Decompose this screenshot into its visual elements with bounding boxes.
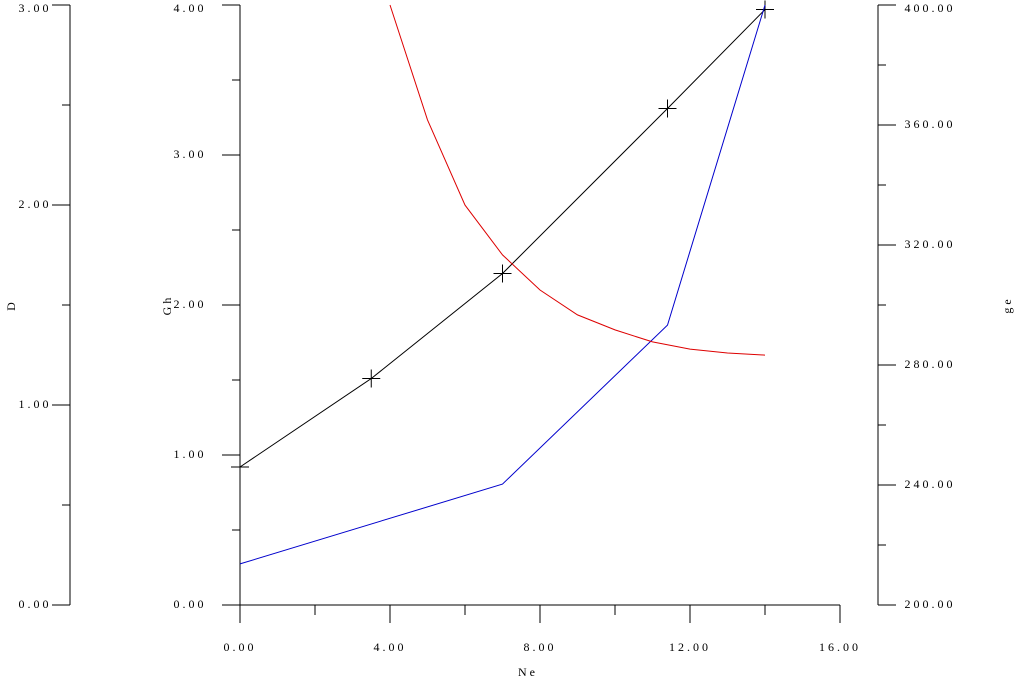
point-marker <box>493 264 512 283</box>
y3-tick-label: 3.00 <box>19 1 52 15</box>
x-tick-label: 4.00 <box>374 640 407 654</box>
series-line <box>389 4 766 356</box>
x-axis-label: Ne <box>518 665 538 679</box>
y3-tick-label: 0.00 <box>19 597 52 611</box>
x-tick-label: 12.00 <box>669 640 711 654</box>
x-tick-label: 8.00 <box>524 640 557 654</box>
y2-tick-label: 200.00 <box>905 597 956 611</box>
series-line <box>239 4 766 565</box>
y2-tick-label: 360.00 <box>905 117 956 131</box>
y-tick-label: 2.00 <box>174 297 207 311</box>
y3-axis-label: D <box>4 299 18 311</box>
x-tick-label: 0.00 <box>224 640 257 654</box>
y2-tick-label: 280.00 <box>905 357 956 371</box>
point-marker <box>756 0 774 19</box>
y3-tick-label: 1.00 <box>19 397 52 411</box>
point-marker <box>362 369 381 388</box>
x-tick-label: 16.00 <box>819 640 861 654</box>
point-marker <box>231 458 249 476</box>
y-axis-label: Gh <box>160 295 174 316</box>
y-tick-label: 3.00 <box>174 147 207 161</box>
y-tick-label: 1.00 <box>174 447 207 461</box>
y2-tick-label: 320.00 <box>905 237 956 251</box>
y-tick-label: 0.00 <box>174 597 207 611</box>
point-marker <box>658 99 677 118</box>
series-line <box>239 9 766 468</box>
y2-axis-label: ge <box>1000 296 1014 313</box>
y-tick-label: 4.00 <box>174 1 207 15</box>
y2-tick-label: 400.00 <box>905 1 956 15</box>
y3-tick-label: 2.00 <box>19 197 52 211</box>
y2-tick-label: 240.00 <box>905 477 956 491</box>
